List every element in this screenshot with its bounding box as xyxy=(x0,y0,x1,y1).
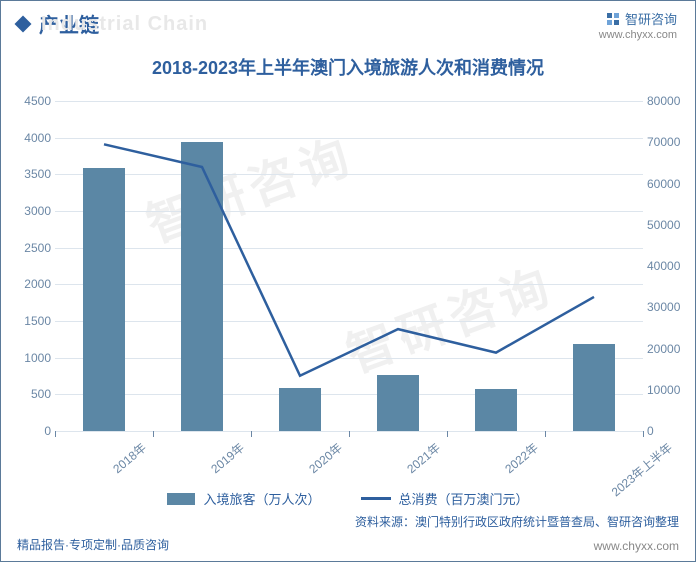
y-right-tick: 70000 xyxy=(647,135,693,149)
y-left-tick: 1000 xyxy=(11,351,51,365)
y-left-axis: 050010001500200025003000350040004500 xyxy=(11,101,51,431)
section-title: 产业链 xyxy=(39,9,99,38)
legend-bar-label: 入境旅客（万人次） xyxy=(203,489,320,508)
y-right-tick: 20000 xyxy=(647,342,693,356)
y-left-tick: 4000 xyxy=(11,131,51,145)
x-tick-label: 2020年 xyxy=(305,439,346,477)
x-tick-label: 2021年 xyxy=(403,439,444,477)
y-left-tick: 2500 xyxy=(11,241,51,255)
data-source: 资料来源：澳门特别行政区政府统计暨普查局、智研咨询整理 xyxy=(355,513,679,530)
brand-block: 智研咨询 xyxy=(605,9,677,28)
chart-plot-area: 050010001500200025003000350040004500 010… xyxy=(55,101,643,431)
chart-container: Industrial Chain 产业链 智研咨询 www.chyxx.com … xyxy=(0,0,696,562)
chart-title: 2018-2023年上半年澳门入境旅游人次和消费情况 xyxy=(1,54,695,80)
y-right-tick: 60000 xyxy=(647,177,693,191)
legend-bar-swatch xyxy=(167,493,195,505)
legend-item-bar: 入境旅客（万人次） xyxy=(167,489,320,508)
y-right-tick: 30000 xyxy=(647,300,693,314)
footer-right: www.chyxx.com xyxy=(594,539,679,553)
y-left-tick: 1500 xyxy=(11,314,51,328)
y-right-tick: 50000 xyxy=(647,218,693,232)
y-left-tick: 3500 xyxy=(11,167,51,181)
x-tick-mark xyxy=(643,431,644,437)
y-right-axis: 0100002000030000400005000060000700008000… xyxy=(647,101,693,431)
footer-left: 精品报告·专项定制·品质咨询 xyxy=(17,536,169,553)
brand-logo-icon xyxy=(605,11,621,27)
legend-item-line: 总消费（百万澳门元） xyxy=(361,489,529,508)
legend-line-swatch xyxy=(361,497,391,500)
y-right-tick: 0 xyxy=(647,424,693,438)
y-left-tick: 3000 xyxy=(11,204,51,218)
x-tick-label: 2019年 xyxy=(207,439,248,477)
brand-url: www.chyxx.com xyxy=(599,29,677,41)
y-right-tick: 40000 xyxy=(647,259,693,273)
y-left-tick: 4500 xyxy=(11,94,51,108)
legend: 入境旅客（万人次） 总消费（百万澳门元） xyxy=(1,489,695,508)
y-left-tick: 2000 xyxy=(11,277,51,291)
x-tick-label: 2022年 xyxy=(501,439,542,477)
y-right-tick: 80000 xyxy=(647,94,693,108)
line-series-path xyxy=(104,144,594,375)
x-axis: 2018年2019年2020年2021年2022年2023年上半年 xyxy=(55,431,643,477)
section-header: 产业链 xyxy=(1,1,695,40)
y-right-tick: 10000 xyxy=(647,383,693,397)
diamond-icon xyxy=(15,15,32,32)
x-tick-label: 2018年 xyxy=(109,439,150,477)
brand-name: 智研咨询 xyxy=(625,9,677,28)
legend-line-label: 总消费（百万澳门元） xyxy=(399,489,529,508)
y-left-tick: 0 xyxy=(11,424,51,438)
line-svg xyxy=(55,101,643,431)
y-left-tick: 500 xyxy=(11,387,51,401)
